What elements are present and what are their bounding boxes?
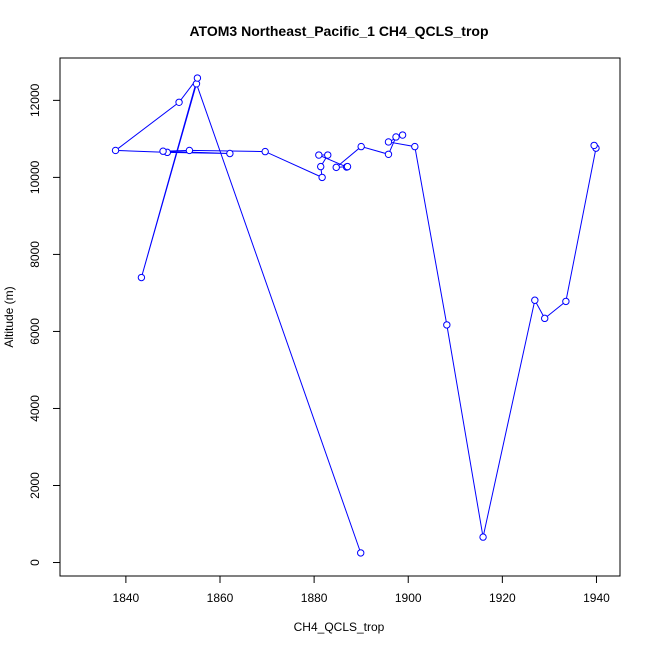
data-point [332, 163, 340, 172]
data-point [392, 133, 400, 141]
data-point [343, 162, 352, 171]
data-point [357, 549, 365, 557]
data-point [185, 146, 194, 155]
x-tick-label: 1880 [301, 591, 328, 605]
series-layer [111, 74, 600, 557]
x-axis: 1840 1860 1880 1900 1920 1940 [113, 575, 610, 605]
x-tick-label: 1940 [583, 591, 610, 605]
chart-title: ATOM3 Northeast_Pacific_1 CH4_QCLS_trop [189, 23, 488, 39]
y-tick-label: 8000 [28, 241, 42, 268]
plot-area [59, 57, 621, 577]
x-tick-label: 1920 [489, 591, 516, 605]
data-point [590, 141, 598, 150]
data-point [443, 321, 451, 329]
data-point [562, 297, 570, 306]
data-point [541, 314, 549, 323]
data-point [531, 296, 539, 304]
data-point [479, 533, 487, 541]
y-tick-label: 6000 [28, 318, 42, 345]
data-point [175, 98, 183, 106]
y-axis-label: Altitude (m) [2, 286, 16, 347]
y-tick-label: 4000 [28, 395, 42, 422]
x-axis-label: CH4_QCLS_trop [294, 620, 385, 634]
data-point [111, 146, 120, 155]
data-point [261, 147, 269, 156]
data-point [398, 131, 407, 139]
data-point [159, 147, 167, 155]
data-point [137, 273, 146, 282]
data-point [226, 149, 234, 158]
y-tick-label: 0 [28, 559, 42, 566]
data-point [384, 138, 393, 146]
data-point [193, 74, 202, 82]
y-axis: 0 2000 4000 6000 8000 10000 12000 [28, 83, 61, 566]
data-point [317, 162, 325, 171]
data-point [411, 142, 419, 151]
data-point [384, 150, 393, 158]
x-tick-label: 1900 [395, 591, 422, 605]
y-tick-label: 12000 [28, 83, 42, 117]
y-tick-label: 2000 [28, 472, 42, 499]
data-point [318, 173, 326, 182]
y-tick-label: 10000 [28, 160, 42, 194]
x-tick-label: 1840 [113, 591, 140, 605]
x-tick-label: 1860 [207, 591, 234, 605]
data-point [357, 142, 365, 151]
data-point [324, 151, 332, 159]
data-point [315, 151, 323, 159]
